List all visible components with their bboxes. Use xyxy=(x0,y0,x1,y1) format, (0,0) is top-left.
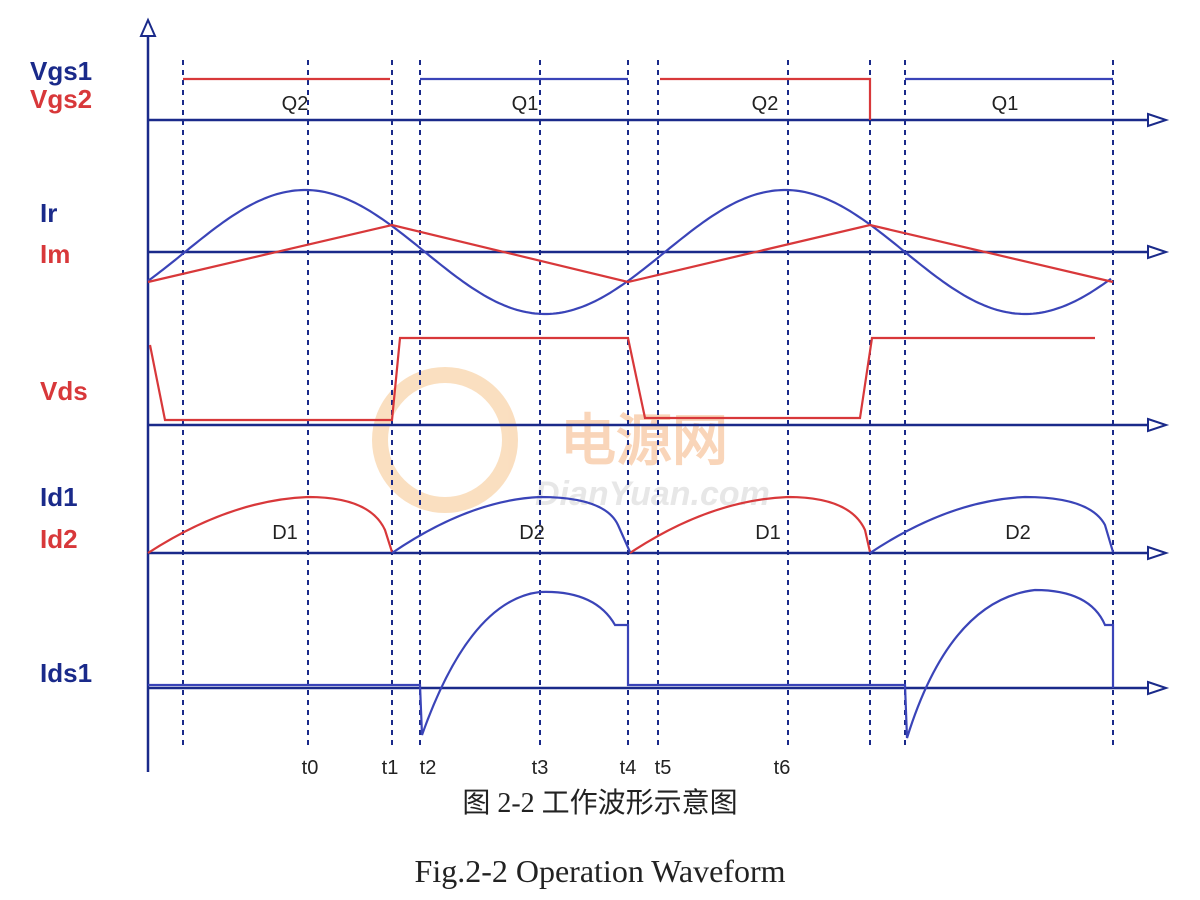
diode-phase-label: D1 xyxy=(755,522,781,544)
id1-wave xyxy=(147,495,872,554)
time-axes xyxy=(148,112,1170,696)
time-marker-label: t5 xyxy=(655,757,672,779)
gate-phase-label: Q2 xyxy=(752,93,779,115)
diode-phase-label: D2 xyxy=(519,522,545,544)
axis-arrow xyxy=(1147,545,1170,561)
watermark-site: DianYuan.com xyxy=(535,475,770,513)
diode-phase-label: D1 xyxy=(272,522,298,544)
time-marker-lines xyxy=(182,60,1114,750)
signal-label: Im xyxy=(40,239,70,269)
signal-label: Vds xyxy=(40,376,88,406)
time-marker-label: t1 xyxy=(382,757,399,779)
gate-phase-label: Q1 xyxy=(992,93,1019,115)
caption-english: Fig.2-2 Operation Waveform xyxy=(415,853,786,889)
axis-arrow xyxy=(1147,417,1170,433)
signal-label: Id2 xyxy=(40,524,78,554)
gate-phase-label: Q1 xyxy=(512,93,539,115)
signal-label: Ids1 xyxy=(40,658,92,688)
signal-label: Ir xyxy=(40,198,57,228)
time-marker-label: t3 xyxy=(532,757,549,779)
id2-wave xyxy=(391,495,1115,554)
vgs2-wave xyxy=(183,77,872,120)
axes xyxy=(139,17,157,772)
watermark-logo-text: 电源网 xyxy=(560,409,728,474)
ir-wave xyxy=(147,188,1112,316)
time-marker-label: t6 xyxy=(774,757,791,779)
axis-arrow xyxy=(1147,244,1170,260)
time-marker-label: t2 xyxy=(420,757,437,779)
ids1-wave xyxy=(148,588,1115,739)
time-marker-label: t0 xyxy=(302,757,319,779)
gate-phase-label: Q2 xyxy=(282,93,309,115)
watermark-logo xyxy=(372,367,518,513)
time-marker-label: t4 xyxy=(620,757,637,779)
signal-label: Vgs1 xyxy=(30,56,92,86)
caption-chinese: 图 2-2 工作波形示意图 xyxy=(462,787,737,819)
signal-label: Id1 xyxy=(40,482,78,512)
im-wave xyxy=(147,223,1114,284)
axis-arrow xyxy=(1147,680,1170,696)
axis-arrow xyxy=(139,17,157,37)
diode-phase-label: D2 xyxy=(1005,522,1031,544)
vds-wave xyxy=(148,336,1095,422)
axis-arrow xyxy=(1147,112,1170,128)
watermark: 电源网 DianYuan.com xyxy=(372,367,770,513)
signal-label: Vgs2 xyxy=(30,84,92,114)
